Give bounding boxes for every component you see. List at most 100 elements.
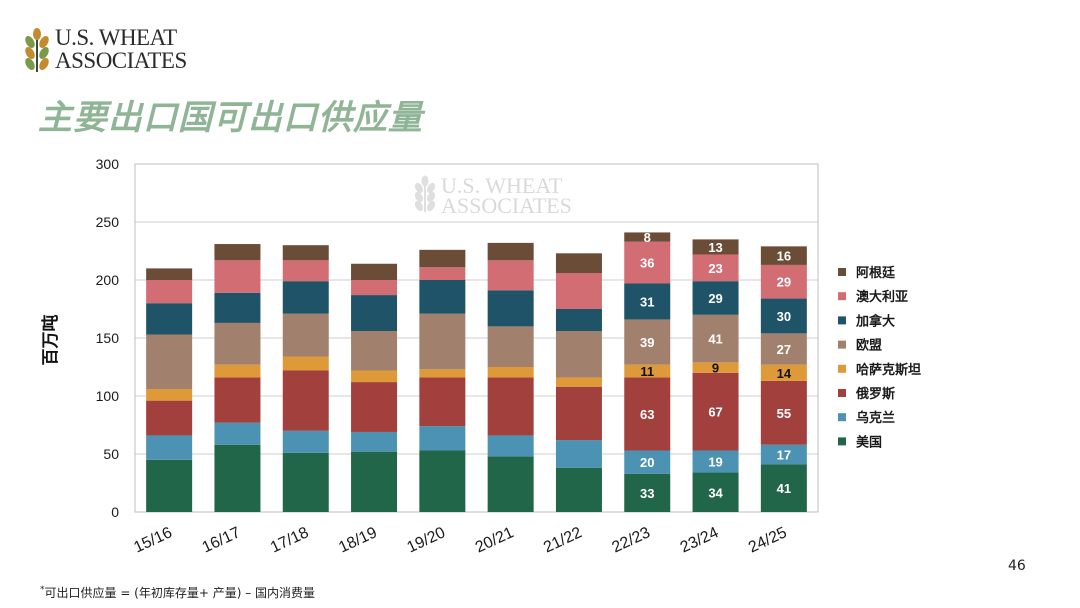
legend-label: 哈萨克斯坦	[856, 362, 921, 378]
bar-segment	[214, 260, 261, 293]
bar-segment	[282, 370, 329, 431]
bar-segment	[760, 364, 807, 381]
bar-segment	[282, 313, 329, 357]
watermark-wheat-icon	[414, 175, 436, 212]
watermark-grain	[414, 182, 424, 194]
watermark-grain	[426, 191, 436, 203]
bar-segment	[692, 450, 739, 473]
x-tick-label: 19/20	[405, 524, 449, 556]
plot-frame	[134, 163, 819, 513]
bar-segment	[146, 435, 193, 460]
brand-logo-line2: ASSOCIATES	[55, 48, 187, 73]
data-label: 29	[777, 275, 791, 290]
bar-segment	[760, 464, 807, 512]
bar-segment	[624, 473, 671, 512]
x-tick-label: 21/22	[541, 524, 585, 556]
legend-swatch	[838, 413, 846, 422]
y-tick-label: 200	[96, 272, 120, 288]
brand-logo: U.S. WHEAT ASSOCIATES	[24, 26, 214, 76]
bar-segment	[146, 389, 193, 401]
legend-swatch	[838, 268, 846, 276]
bar-segment	[419, 426, 466, 451]
page-title: 主要出口国可出口供应量	[38, 98, 423, 138]
legend-label: 加拿大	[855, 313, 895, 329]
bar-segment	[555, 440, 602, 468]
bar-segment	[624, 241, 671, 284]
bar-segment	[351, 382, 398, 432]
bar-segment	[146, 400, 193, 436]
y-tick-label: 100	[96, 388, 120, 404]
bar-segment	[419, 377, 466, 427]
y-tick-label: 0	[111, 504, 119, 520]
data-label: 41	[708, 332, 722, 347]
x-tick-label: 22/23	[609, 524, 653, 556]
bar-segment	[624, 364, 671, 378]
bar-segment	[555, 331, 602, 378]
legend-label: 澳大利亚	[856, 289, 908, 305]
bar-segment	[487, 242, 534, 261]
legend-label: 欧盟	[856, 338, 882, 354]
data-label: 23	[708, 261, 722, 276]
data-label: 16	[777, 249, 791, 264]
bar-segment	[692, 281, 739, 315]
bar-segment	[555, 467, 602, 512]
legend-swatch	[838, 437, 846, 446]
data-label: 33	[640, 486, 654, 501]
bar-segment	[351, 451, 398, 512]
y-tick-label: 250	[96, 214, 120, 230]
bar-segment	[351, 370, 398, 383]
bar-segment	[760, 333, 807, 365]
bar-segment	[351, 263, 398, 280]
wheat-logo-icon	[25, 28, 49, 72]
data-label: 31	[640, 294, 654, 309]
x-tick-label: 24/25	[746, 524, 790, 556]
bar-segment	[419, 280, 466, 314]
bar-segment	[214, 292, 261, 323]
bar-segment	[624, 377, 671, 451]
bar-segment	[692, 314, 739, 363]
bar-segment	[692, 472, 739, 512]
x-tick-label: 20/21	[473, 524, 517, 556]
bar-segment	[419, 313, 466, 370]
bar-segment	[214, 322, 261, 365]
legend-swatch	[838, 316, 846, 325]
watermark-grain	[426, 182, 436, 194]
y-tick-label: 50	[103, 446, 119, 462]
bar-segment	[146, 280, 193, 304]
bar-segment	[555, 273, 602, 309]
legend-swatch	[838, 340, 846, 349]
bar-segment	[214, 422, 261, 445]
bar-segment	[487, 326, 534, 367]
bar-segment	[487, 456, 534, 512]
y-tick-label: 150	[96, 330, 120, 346]
data-label: 34	[708, 485, 723, 500]
bar-segment	[351, 431, 398, 452]
x-tick-label: 18/19	[336, 524, 380, 556]
bar-segment	[214, 364, 261, 378]
bar-segment	[487, 435, 534, 457]
bar-segment	[419, 450, 466, 512]
bar-segment	[146, 303, 193, 335]
brand-logo-text: U.S. WHEAT ASSOCIATES	[55, 26, 187, 72]
data-label: 27	[777, 342, 791, 357]
bar-segment	[214, 244, 261, 261]
bar-segment	[214, 444, 261, 512]
bar-segment	[487, 260, 534, 291]
legend-label: 美国	[856, 434, 882, 450]
bar-segment	[555, 253, 602, 274]
bar-segment	[624, 232, 671, 242]
legend-swatch	[838, 389, 846, 397]
data-label: 29	[708, 291, 722, 306]
data-label: 30	[777, 309, 791, 324]
data-label: 8	[644, 230, 651, 245]
bar-segment	[624, 283, 671, 320]
footnote-text: 可出口供应量 = (年初库存量+ 产量) – 国内消费量	[44, 586, 316, 600]
bar-segment	[487, 367, 534, 378]
watermark-line2: ASSOCIATES	[441, 193, 572, 218]
legend-swatch	[838, 292, 846, 301]
page-number: 46	[1008, 558, 1026, 574]
data-label: 17	[777, 448, 791, 463]
data-label: 39	[640, 335, 654, 350]
